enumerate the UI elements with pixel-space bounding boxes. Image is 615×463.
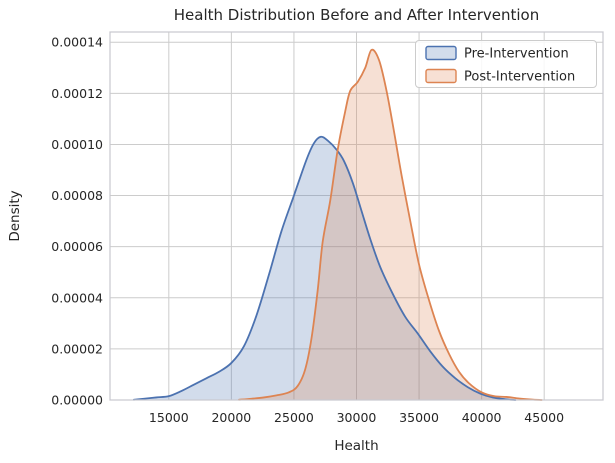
y-tick-label: 0.00010 [51,137,103,152]
y-axis-label: Density [7,190,23,241]
plot-border [109,31,604,401]
y-tick-labels: 0.00000 0.00002 0.00004 0.00006 0.00008 0.000… [51,35,103,408]
x-tick-labels: 15000 20000 25000 30000 35000 40000 45000 [149,410,564,425]
series-fills [133,49,542,400]
grid [110,32,603,401]
legend-label-pre-intervention: Pre-Intervention [464,47,569,62]
legend: Pre-Intervention Post-Intervention [415,40,597,88]
x-tick-label: 20000 [211,410,251,425]
y-tick-label: 0.00004 [51,290,103,305]
y-tick-label: 0.00002 [51,341,103,356]
legend-swatch-pre-intervention [425,45,457,61]
y-tick-label: 0.00008 [51,188,103,203]
y-tick-label: 0.00014 [51,35,103,50]
kde-area-post-intervention [238,49,542,400]
kde-line-pre-intervention [132,135,517,401]
legend-label-post-intervention: Post-Intervention [464,70,575,85]
x-tick-label: 30000 [337,410,377,425]
chart-title: Health Distribution Before and After Int… [174,6,539,24]
x-axis-label: Health [334,438,378,454]
x-tick-label: 45000 [524,410,564,425]
x-tick-label: 35000 [399,410,439,425]
y-tick-label: 0.00000 [51,393,103,408]
x-tick-label: 25000 [274,410,314,425]
series-lines [132,48,543,401]
x-tick-label: 15000 [149,410,189,425]
y-tick-label: 0.00006 [51,239,103,254]
x-tick-label: 40000 [462,410,502,425]
kde-area-pre-intervention [133,136,516,400]
legend-box [415,40,597,88]
legend-swatch-post-intervention [425,68,457,84]
kde-line-post-intervention [237,48,543,401]
y-tick-label: 0.00012 [51,86,103,101]
